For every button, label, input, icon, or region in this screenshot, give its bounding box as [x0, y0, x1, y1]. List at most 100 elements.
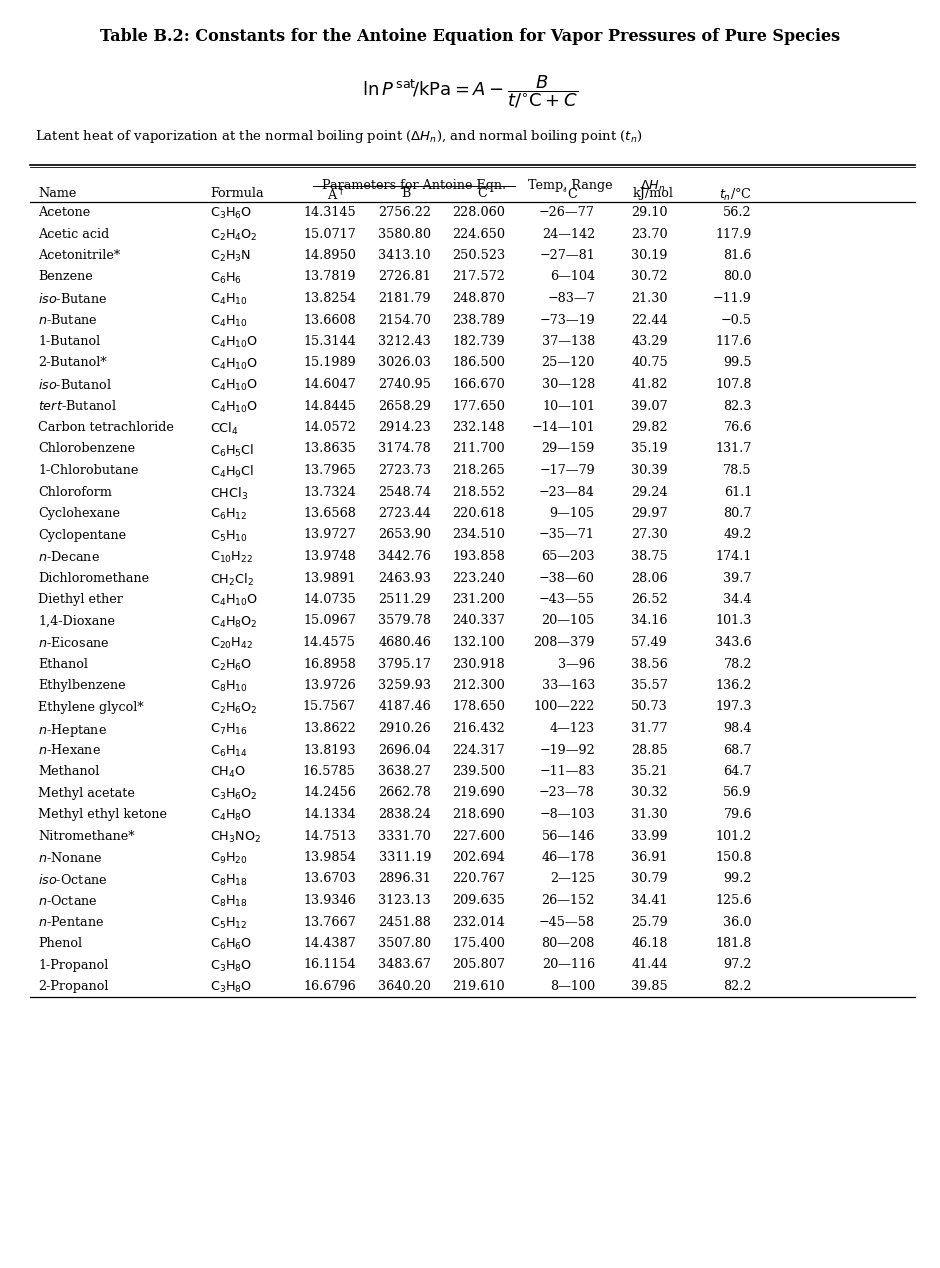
- Text: 177.650: 177.650: [452, 399, 505, 412]
- Text: Methyl acetate: Methyl acetate: [38, 786, 134, 800]
- Text: Dichloromethane: Dichloromethane: [38, 572, 149, 585]
- Text: 232.014: 232.014: [452, 915, 505, 928]
- Text: 22.44: 22.44: [632, 313, 668, 326]
- Text: $\mathit{iso}$-Butane: $\mathit{iso}$-Butane: [38, 292, 108, 306]
- Text: 16.5785: 16.5785: [303, 765, 356, 779]
- Text: 98.4: 98.4: [724, 721, 752, 735]
- Text: $\mathit{n}$-Hexane: $\mathit{n}$-Hexane: [38, 743, 101, 757]
- Text: $\mathrm{CHCl_3}$: $\mathrm{CHCl_3}$: [210, 486, 248, 502]
- Text: 3442.76: 3442.76: [378, 550, 431, 563]
- Text: 232.148: 232.148: [452, 421, 505, 434]
- Text: Diethyl ether: Diethyl ether: [38, 593, 123, 606]
- Text: 56.2: 56.2: [724, 205, 752, 219]
- Text: 76.6: 76.6: [724, 421, 752, 434]
- Text: 13.9726: 13.9726: [304, 678, 356, 692]
- Text: 34.41: 34.41: [632, 894, 668, 907]
- Text: 13.7965: 13.7965: [303, 464, 356, 477]
- Text: $\mathrm{C_4H_{10}O}$: $\mathrm{C_4H_{10}O}$: [210, 335, 258, 350]
- Text: 132.100: 132.100: [452, 637, 505, 649]
- Text: 15.3144: 15.3144: [304, 335, 356, 347]
- Text: 46—178: 46—178: [541, 851, 595, 864]
- Text: 30—128: 30—128: [541, 378, 595, 391]
- Text: 8—100: 8—100: [550, 980, 595, 993]
- Text: 13.8635: 13.8635: [303, 443, 356, 455]
- Text: 30.39: 30.39: [632, 464, 668, 477]
- Text: −11.9: −11.9: [713, 292, 752, 306]
- Text: 13.8254: 13.8254: [303, 292, 356, 306]
- Text: 197.3: 197.3: [715, 700, 752, 714]
- Text: 3579.78: 3579.78: [378, 615, 431, 628]
- Text: 343.6: 343.6: [715, 637, 752, 649]
- Text: Methanol: Methanol: [38, 765, 100, 779]
- Text: $\ln P^{\,\mathrm{sat}}\!/\mathrm{kPa} = A - \dfrac{B}{t/^{\circ}\mathrm{C} + C}: $\ln P^{\,\mathrm{sat}}\!/\mathrm{kPa} =…: [362, 74, 578, 110]
- Text: 35.21: 35.21: [632, 765, 668, 779]
- Text: 80.7: 80.7: [724, 507, 752, 520]
- Text: Chlorobenzene: Chlorobenzene: [38, 443, 135, 455]
- Text: 65—203: 65—203: [541, 550, 595, 563]
- Text: 101.3: 101.3: [715, 615, 752, 628]
- Text: Carbon tetrachloride: Carbon tetrachloride: [38, 421, 174, 434]
- Text: 2511.29: 2511.29: [378, 593, 431, 606]
- Text: 29.97: 29.97: [632, 507, 668, 520]
- Text: $\mathrm{C_4H_8O}$: $\mathrm{C_4H_8O}$: [210, 808, 252, 823]
- Text: 219.690: 219.690: [452, 786, 505, 800]
- Text: 13.6608: 13.6608: [304, 313, 356, 326]
- Text: −14—101: −14—101: [531, 421, 595, 434]
- Text: 26.52: 26.52: [632, 593, 668, 606]
- Text: $\mathrm{C_4H_8O_2}$: $\mathrm{C_4H_8O_2}$: [210, 615, 258, 630]
- Text: 30.72: 30.72: [632, 270, 668, 284]
- Text: $\mathrm{CH_3NO_2}$: $\mathrm{CH_3NO_2}$: [210, 829, 261, 844]
- Text: 2910.26: 2910.26: [378, 721, 431, 735]
- Text: 2723.73: 2723.73: [378, 464, 431, 477]
- Text: Latent heat of vaporization at the normal boiling point ($\Delta H_n$), and norm: Latent heat of vaporization at the norma…: [35, 128, 642, 145]
- Text: 13.9891: 13.9891: [304, 572, 356, 585]
- Text: $\mathit{iso}$-Octane: $\mathit{iso}$-Octane: [38, 872, 108, 886]
- Text: −8—103: −8—103: [540, 808, 595, 820]
- Text: $\mathrm{CH_4O}$: $\mathrm{CH_4O}$: [210, 765, 246, 780]
- Text: 13.9346: 13.9346: [304, 894, 356, 907]
- Text: 50.73: 50.73: [632, 700, 668, 714]
- Text: 202.694: 202.694: [452, 851, 505, 864]
- Text: 218.265: 218.265: [452, 464, 505, 477]
- Text: 35.19: 35.19: [632, 443, 668, 455]
- Text: 238.789: 238.789: [452, 313, 505, 326]
- Text: 1,4-Dioxane: 1,4-Dioxane: [38, 615, 115, 628]
- Text: $\Delta H_n$: $\Delta H_n$: [640, 179, 666, 194]
- Text: 193.858: 193.858: [452, 550, 505, 563]
- Text: −35—71: −35—71: [540, 529, 595, 541]
- Text: 14.7513: 14.7513: [304, 829, 356, 842]
- Text: 14.4387: 14.4387: [304, 937, 356, 950]
- Text: 6—104: 6—104: [550, 270, 595, 284]
- Text: 39.7: 39.7: [724, 572, 752, 585]
- Text: 41.44: 41.44: [632, 959, 668, 971]
- Text: 3507.80: 3507.80: [378, 937, 431, 950]
- Text: 131.7: 131.7: [715, 443, 752, 455]
- Text: 34.4: 34.4: [724, 593, 752, 606]
- Text: 38.56: 38.56: [632, 658, 668, 671]
- Text: $\mathrm{C_4H_{10}O}$: $\mathrm{C_4H_{10}O}$: [210, 356, 258, 372]
- Text: −43—55: −43—55: [539, 593, 595, 606]
- Text: −0.5: −0.5: [721, 313, 752, 326]
- Text: 16.1154: 16.1154: [304, 959, 356, 971]
- Text: 43.29: 43.29: [632, 335, 668, 347]
- Text: 3483.67: 3483.67: [378, 959, 431, 971]
- Text: 117.6: 117.6: [715, 335, 752, 347]
- Text: 49.2: 49.2: [724, 529, 752, 541]
- Text: $\mathrm{C_3H_8O}$: $\mathrm{C_3H_8O}$: [210, 980, 252, 995]
- Text: 223.240: 223.240: [452, 572, 505, 585]
- Text: 29.82: 29.82: [632, 421, 668, 434]
- Text: −83—7: −83—7: [547, 292, 595, 306]
- Text: 219.610: 219.610: [452, 980, 505, 993]
- Text: 35.57: 35.57: [631, 678, 668, 692]
- Text: 97.2: 97.2: [724, 959, 752, 971]
- Text: 240.337: 240.337: [452, 615, 505, 628]
- Text: 16.8958: 16.8958: [303, 658, 356, 671]
- Text: 101.2: 101.2: [715, 829, 752, 842]
- Text: 30.32: 30.32: [632, 786, 668, 800]
- Text: 181.8: 181.8: [715, 937, 752, 950]
- Text: 2—125: 2—125: [550, 872, 595, 885]
- Text: 3174.78: 3174.78: [378, 443, 431, 455]
- Text: 211.700: 211.700: [452, 443, 505, 455]
- Text: $\mathrm{C_3H_6O}$: $\mathrm{C_3H_6O}$: [210, 205, 252, 221]
- Text: 81.6: 81.6: [724, 249, 752, 262]
